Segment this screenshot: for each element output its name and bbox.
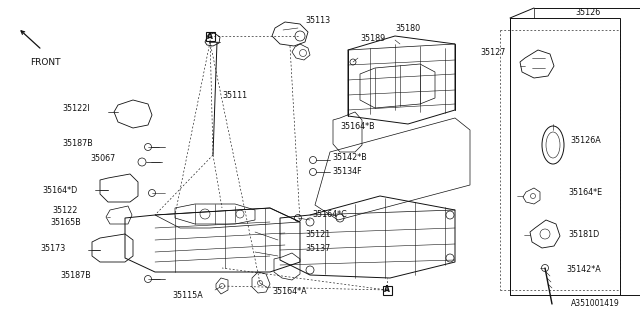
Text: 35126: 35126 [575, 7, 600, 17]
Text: 35127: 35127 [480, 47, 506, 57]
Bar [383, 285, 392, 294]
Text: 35111: 35111 [222, 91, 247, 100]
Text: 35164*B: 35164*B [340, 122, 374, 131]
Text: 35142*A: 35142*A [566, 266, 601, 275]
Text: A: A [384, 285, 390, 294]
Text: 35121: 35121 [305, 229, 330, 238]
Text: 35142*B: 35142*B [332, 153, 367, 162]
Text: 35187B: 35187B [62, 139, 93, 148]
Text: 35137: 35137 [305, 244, 330, 252]
Text: 35164*E: 35164*E [568, 188, 602, 196]
Text: 35180: 35180 [395, 23, 420, 33]
Text: 35181D: 35181D [568, 229, 599, 238]
Text: 35173: 35173 [40, 244, 65, 252]
Text: 35122: 35122 [52, 205, 77, 214]
Text: 35115A: 35115A [172, 292, 203, 300]
Text: 35113: 35113 [305, 15, 330, 25]
Text: A: A [207, 31, 213, 41]
Text: 35164*C: 35164*C [312, 210, 347, 219]
Text: 35187B: 35187B [60, 271, 91, 281]
Text: 35165B: 35165B [50, 218, 81, 227]
Text: 35122I: 35122I [62, 103, 90, 113]
Text: A351001419: A351001419 [572, 299, 620, 308]
Text: 35164*A: 35164*A [272, 287, 307, 297]
Text: FRONT: FRONT [30, 58, 61, 67]
Text: 35067: 35067 [90, 154, 115, 163]
Text: 35164*D: 35164*D [42, 186, 77, 195]
Bar [205, 31, 214, 41]
Text: 35126A: 35126A [570, 135, 601, 145]
Text: 35189: 35189 [360, 34, 385, 43]
Text: 35134F: 35134F [332, 166, 362, 175]
